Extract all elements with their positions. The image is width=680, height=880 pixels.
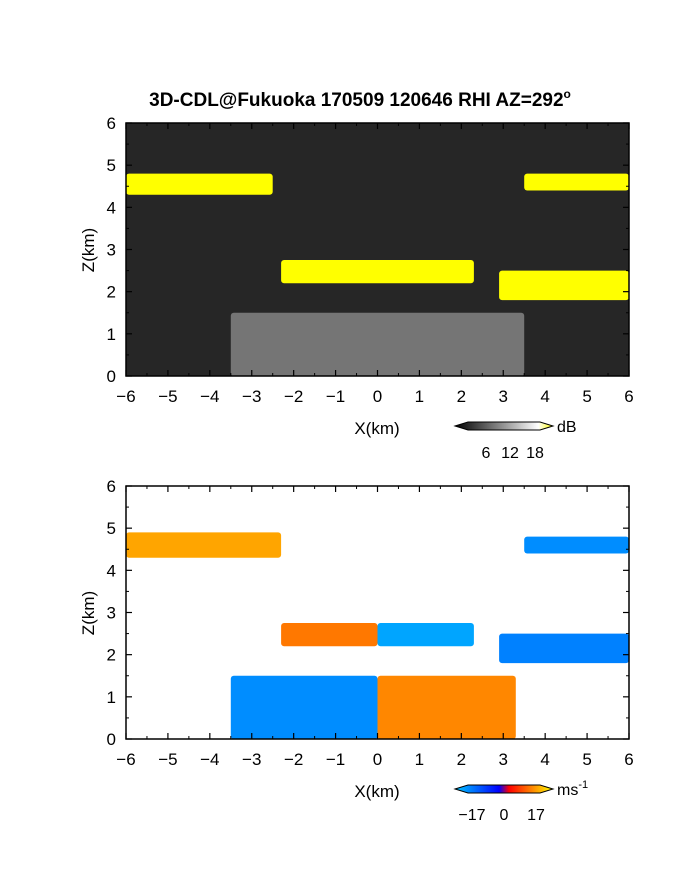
bottom-axes: −6 −5 −4 −3 −2 −1 0 1 2 3 4 5 6 0 1 2 3 4 5 6 xyxy=(107,477,634,769)
bottom-feature-middle-layer-left xyxy=(281,623,378,647)
top-colorbar-unit: dB xyxy=(557,419,577,436)
bottom-feature-upper-layer-left xyxy=(126,532,282,558)
top-y-tick-label: 1 xyxy=(107,325,116,344)
bottom-x-tick-label: 1 xyxy=(415,750,424,769)
bottom-y-tick-label: 2 xyxy=(107,646,116,665)
top-y-tick-label: 6 xyxy=(107,114,116,133)
top-x-tick-label: −3 xyxy=(242,387,261,406)
chart-title: 3D-CDL@Fukuoka 170509 120646 RHI AZ=292o xyxy=(149,87,571,111)
top-feature-upper-layer-left xyxy=(126,173,273,195)
bottom-feature-middle-layer-right xyxy=(377,623,474,647)
top-x-tick-label: 6 xyxy=(624,387,633,406)
bottom-feature-far-right-layer xyxy=(499,633,629,664)
top-y-axis-label: Z(km) xyxy=(79,228,98,272)
bottom-x-tick-label: −5 xyxy=(158,750,177,769)
top-feature-middle-layer-right xyxy=(499,270,629,301)
bottom-x-tick-label: 3 xyxy=(499,750,508,769)
bottom-y-tick-label: 3 xyxy=(107,604,116,623)
top-y-tick-label: 5 xyxy=(107,156,116,175)
top-colorbar: dB 6 12 18 xyxy=(453,419,577,462)
top-data-layer xyxy=(126,173,629,376)
bottom-feature-boundary-layer-right xyxy=(377,675,516,739)
top-x-tick-label: −1 xyxy=(326,387,345,406)
top-x-tick-label: 1 xyxy=(415,387,424,406)
top-y-tick-label: 4 xyxy=(107,198,116,217)
top-x-tick-label: −2 xyxy=(284,387,303,406)
top-x-tick-label: 4 xyxy=(540,387,549,406)
top-feature-middle-layer xyxy=(281,260,474,284)
bottom-x-tick-label: −3 xyxy=(242,750,261,769)
bottom-x-tick-label: 6 xyxy=(624,750,633,769)
bottom-y-tick-label: 4 xyxy=(107,561,116,580)
top-axes: −6 −5 −4 −3 −2 −1 0 1 2 3 4 5 6 0 1 2 3 4 5 6 xyxy=(107,114,634,406)
bottom-colorbar-ramp xyxy=(453,784,555,794)
bottom-data-layer xyxy=(126,532,629,739)
bottom-y-tick-label: 1 xyxy=(107,688,116,707)
top-x-tick-label: −4 xyxy=(200,387,219,406)
top-colorbar-ramp xyxy=(453,421,555,431)
top-x-axis-label: X(km) xyxy=(354,419,399,438)
bottom-y-axis-label: Z(km) xyxy=(79,591,98,635)
top-x-tick-label: 3 xyxy=(499,387,508,406)
top-y-tick-label: 2 xyxy=(107,283,116,302)
top-colorbar-tick: 12 xyxy=(501,445,519,462)
top-x-tick-label: −6 xyxy=(116,387,135,406)
bottom-x-tick-label: 4 xyxy=(540,750,549,769)
bottom-x-tick-label: −2 xyxy=(284,750,303,769)
bottom-colorbar-tick: 17 xyxy=(527,807,545,824)
bottom-x-tick-label: 0 xyxy=(373,750,382,769)
bottom-y-tick-label: 6 xyxy=(107,477,116,496)
top-feature-upper-layer-right xyxy=(524,173,629,191)
top-x-tick-label: 2 xyxy=(457,387,466,406)
top-x-tick-label: 0 xyxy=(373,387,382,406)
bottom-feature-boundary-layer-left xyxy=(230,675,378,739)
top-colorbar-tick: 6 xyxy=(482,445,491,462)
bottom-x-axis-label: X(km) xyxy=(354,782,399,801)
bottom-colorbar: ms-1 −17 0 17 xyxy=(453,779,588,824)
bottom-y-tick-label: 5 xyxy=(107,519,116,538)
bottom-colorbar-tick: 0 xyxy=(500,807,509,824)
bottom-x-tick-label: −4 xyxy=(200,750,219,769)
bottom-x-tick-label: 2 xyxy=(457,750,466,769)
top-x-tick-label: −5 xyxy=(158,387,177,406)
bottom-feature-upper-layer-right xyxy=(524,536,629,554)
bottom-colorbar-tick: −17 xyxy=(458,807,485,824)
bottom-x-tick-label: −6 xyxy=(116,750,135,769)
bottom-y-tick-label: 0 xyxy=(107,730,116,749)
top-y-tick-label: 0 xyxy=(107,367,116,386)
bottom-colorbar-unit: ms-1 xyxy=(557,779,588,799)
top-plot-background xyxy=(126,123,629,376)
bottom-x-tick-label: −1 xyxy=(326,750,345,769)
bottom-panel: −6 −5 −4 −3 −2 −1 0 1 2 3 4 5 6 0 1 2 3 4 5 6 X(km) Z(km) m… xyxy=(79,477,634,824)
top-feature-boundary-layer xyxy=(230,312,525,376)
top-colorbar-tick: 18 xyxy=(526,445,544,462)
top-y-tick-label: 3 xyxy=(107,241,116,260)
top-x-tick-label: 5 xyxy=(582,387,591,406)
bottom-x-tick-label: 5 xyxy=(582,750,591,769)
